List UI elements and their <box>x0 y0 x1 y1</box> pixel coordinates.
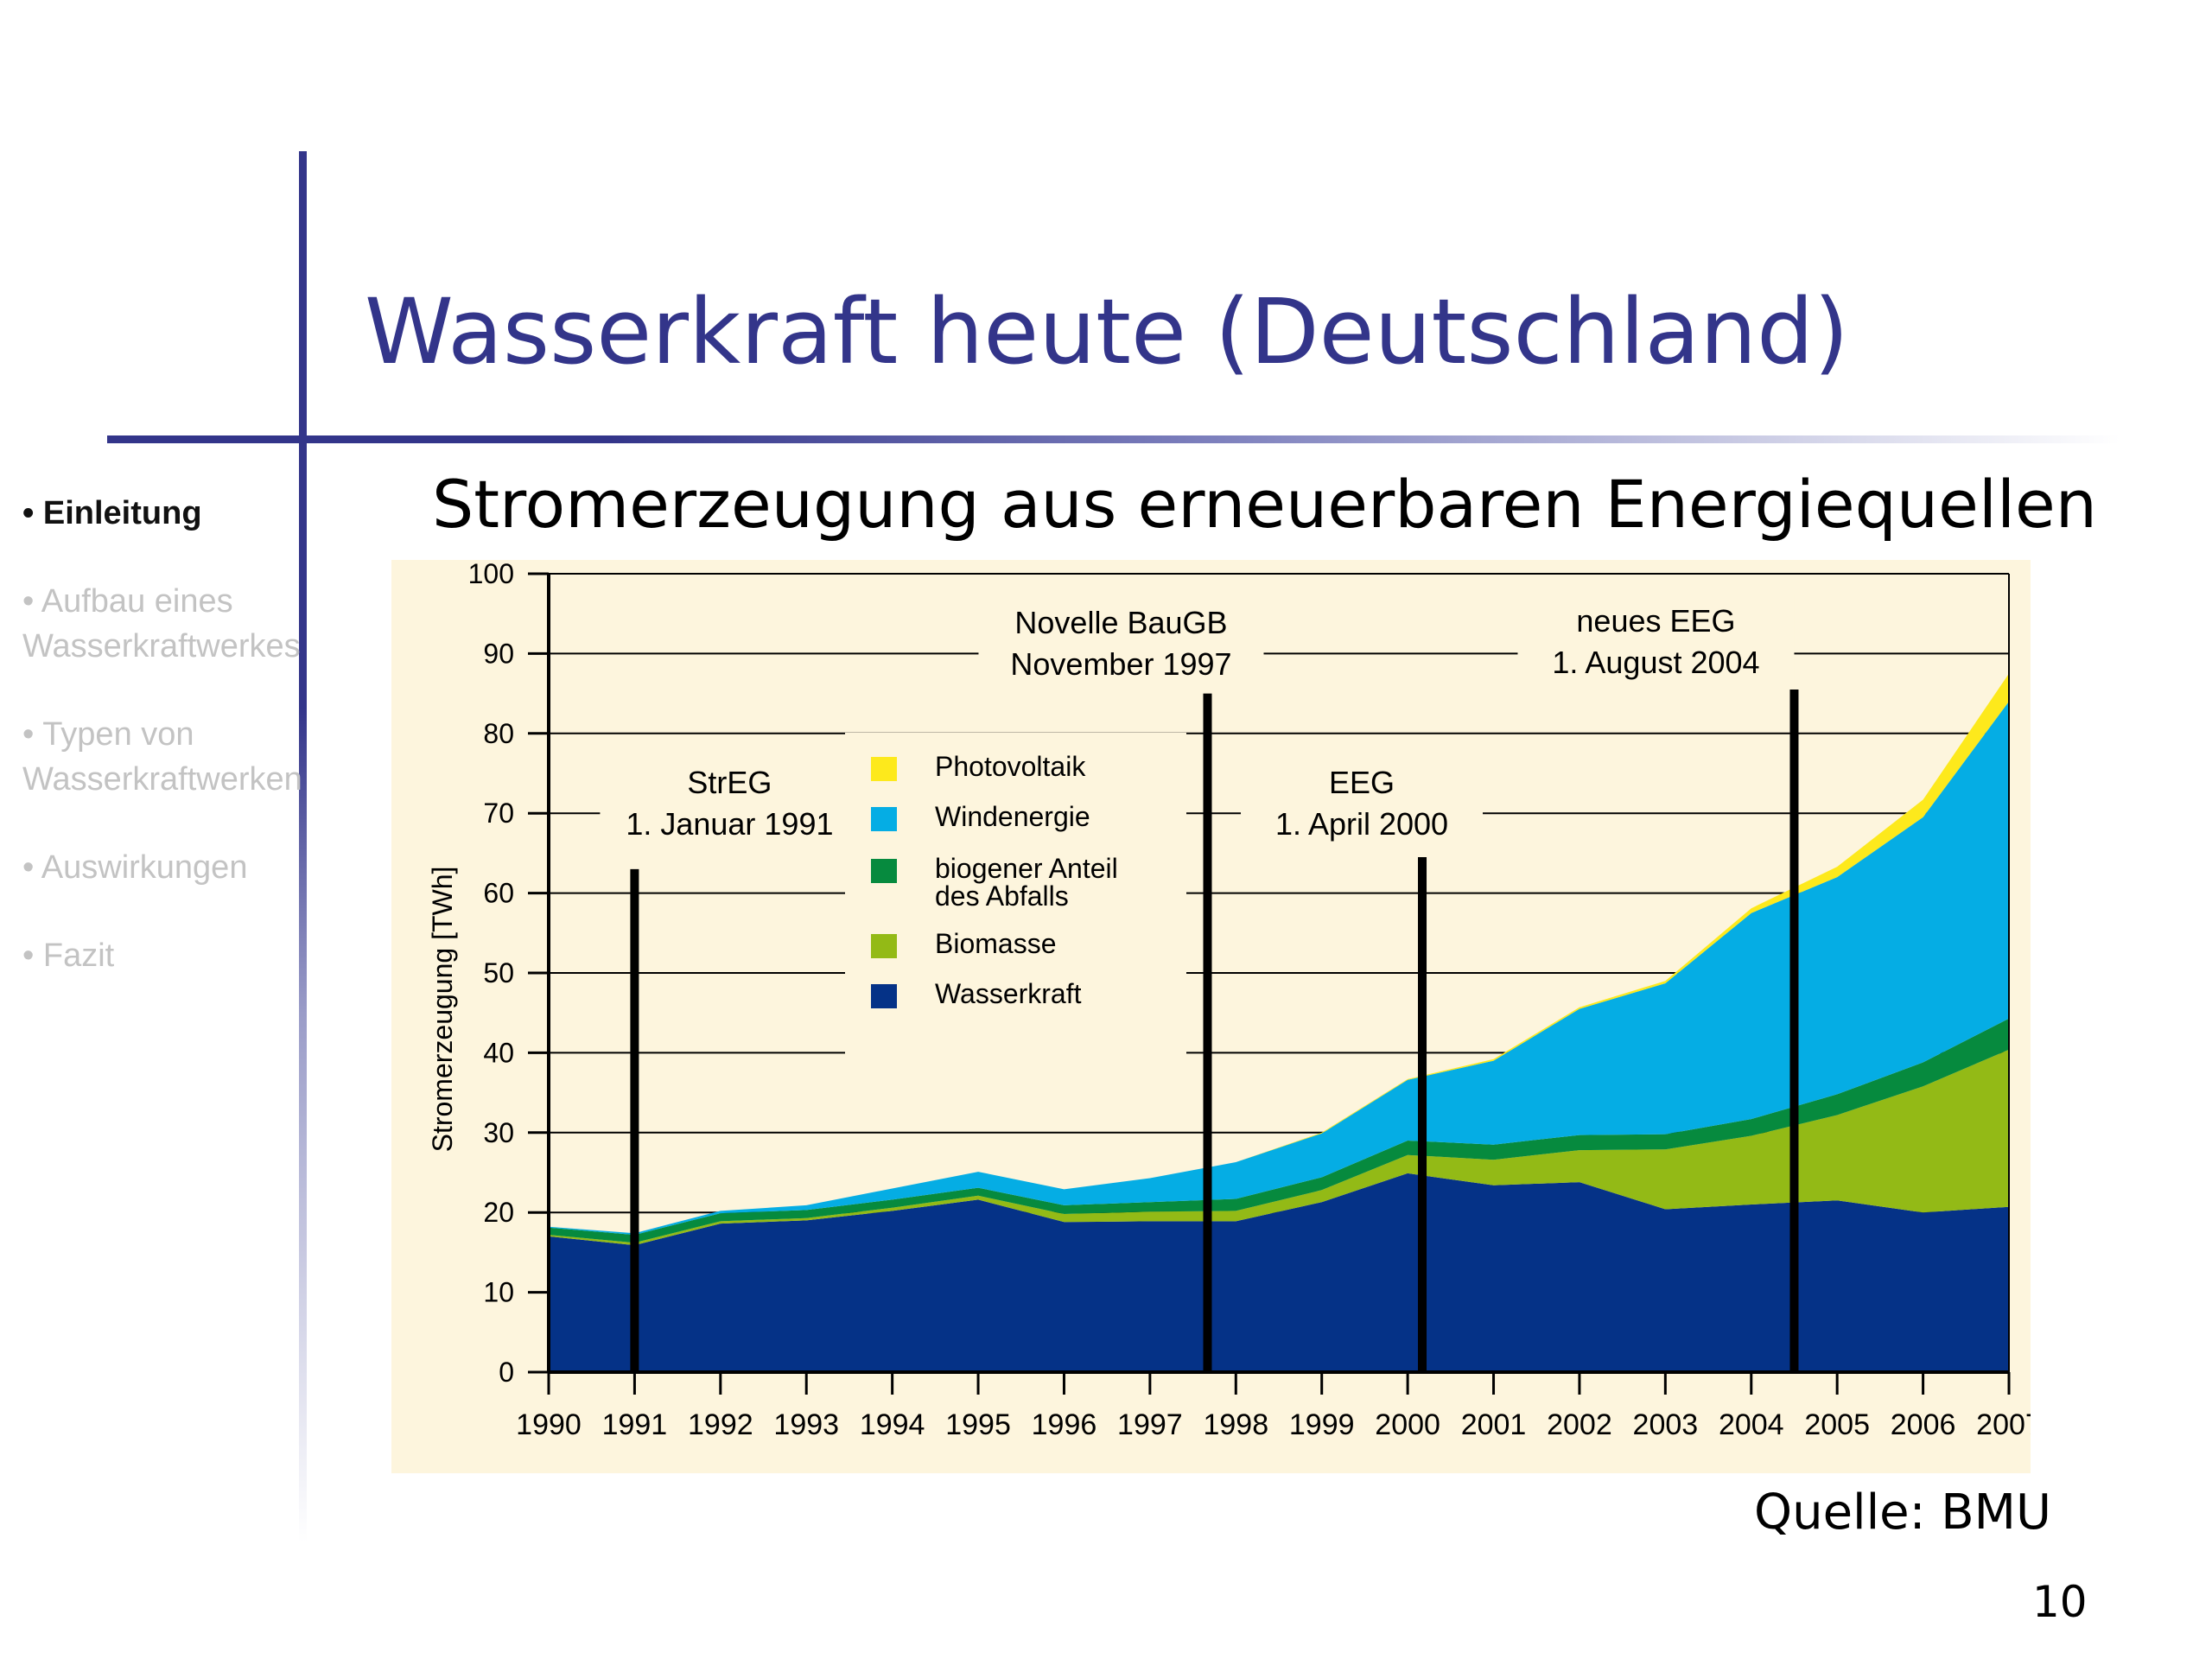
x-tick-label: 2007 <box>1976 1408 2031 1441</box>
x-tick-label: 2006 <box>1891 1408 1956 1441</box>
nav-label: Auswirkungen <box>41 849 248 886</box>
x-tick-label: 2005 <box>1804 1408 1870 1441</box>
stacked-areas <box>549 673 2009 1372</box>
nav-bullet: • <box>22 938 43 974</box>
source-note: Quelle: BMU <box>1754 1484 2051 1541</box>
annotation-label: EEG <box>1329 765 1395 800</box>
area-wasserkraft <box>549 1173 2009 1372</box>
annotation-label: StrEG <box>687 765 772 800</box>
annotation-label: neues EEG <box>1576 603 1735 639</box>
annotation-label: 1. Januar 1991 <box>626 806 833 842</box>
legend-label: Photovoltaik <box>935 751 1086 782</box>
y-tick-label: 90 <box>483 638 514 669</box>
x-tick-label: 2002 <box>1547 1408 1612 1441</box>
legend: Photovoltaik Windenergie biogener Anteilde… <box>845 733 1186 1061</box>
nav-item-4[interactable]: • Fazit <box>22 933 308 978</box>
legend-swatch <box>871 859 897 883</box>
annotation-backdrop <box>1241 755 1484 850</box>
y-axis-label: Stromerzeugung [TWh] <box>427 867 458 1153</box>
x-tick-label: 1998 <box>1203 1408 1268 1441</box>
legend-swatch <box>871 984 897 1008</box>
nav-label: Typen von Wasserkraftwerken <box>22 716 302 798</box>
x-tick-label: 1994 <box>860 1408 925 1441</box>
legend-swatch <box>871 807 897 831</box>
page-number: 10 <box>2032 1577 2088 1627</box>
nav-label: Einleitung <box>42 495 202 531</box>
y-tick-label: 100 <box>468 560 514 589</box>
axes: 0 10 20 30 40 50 60 70 80 90 100 1990 1991 1992 1993 19… <box>468 560 2031 1441</box>
annotation-backdrop <box>600 755 860 850</box>
y-tick-label: 70 <box>483 798 514 829</box>
annotation-label: November 1997 <box>1010 646 1231 682</box>
x-tick-label: 2000 <box>1375 1408 1440 1441</box>
legend-swatch <box>871 757 897 781</box>
area-biogener-anteil-des-abfalls <box>549 1018 2009 1243</box>
slide-horizontal-rule <box>107 435 2120 443</box>
slide-title: Wasserkraft heute (Deutschland) <box>365 279 1849 385</box>
legend-label: biogener Anteil <box>935 853 1118 884</box>
legend-label: des Abfalls <box>935 880 1069 912</box>
y-tick-label: 20 <box>483 1197 514 1228</box>
x-tick-label: 2001 <box>1461 1408 1527 1441</box>
renewable-electricity-chart: 0 10 20 30 40 50 60 70 80 90 100 1990 1991 1992 1993 19… <box>391 560 2031 1473</box>
nav-item-1[interactable]: • Aufbau eines Wasserkraftwerkes <box>22 579 308 669</box>
nav-bullet: • <box>22 716 43 753</box>
nav-bullet: • <box>22 583 41 620</box>
y-tick-label: 30 <box>483 1117 514 1148</box>
annotation-label: 1. August 2004 <box>1552 645 1759 680</box>
legend-backdrop <box>845 733 1186 1061</box>
annotation-backdrop <box>978 595 1264 690</box>
area-biomasse <box>549 1049 2009 1246</box>
x-tick-label: 1995 <box>945 1408 1011 1441</box>
y-tick-label: 0 <box>499 1357 514 1388</box>
x-tick-label: 1990 <box>516 1408 582 1441</box>
x-tick-label: 2004 <box>1719 1408 1784 1441</box>
legend-swatch <box>871 934 897 958</box>
area-windenergie <box>549 701 2009 1236</box>
legend-label: Wasserkraft <box>935 978 1082 1009</box>
nav-bullet: • <box>22 495 43 531</box>
annotation-label: 1. April 2000 <box>1275 806 1448 842</box>
y-tick-label: 40 <box>483 1037 514 1068</box>
x-tick-label: 1991 <box>602 1408 668 1441</box>
chart-title: Stromerzeugung aus erneuerbaren Energieq… <box>432 466 2097 543</box>
x-tick-label: 1996 <box>1032 1408 1097 1441</box>
policy-annotations: StrEG 1. Januar 1991 Novelle BauGB November… <box>600 594 1799 1372</box>
legend-label: Windenergie <box>935 801 1090 832</box>
nav-item-3[interactable]: • Auswirkungen <box>22 845 308 890</box>
section-nav: • Einleitung • Aufbau eines Wasserkraftwe… <box>22 491 308 1021</box>
nav-item-0[interactable]: • Einleitung <box>22 491 308 536</box>
slide-vertical-rule <box>299 151 307 1542</box>
x-tick-label: 1993 <box>773 1408 839 1441</box>
y-tick-label: 80 <box>483 718 514 749</box>
annotation-backdrop <box>1517 594 1795 689</box>
chart-container: 0 10 20 30 40 50 60 70 80 90 100 1990 1991 1992 1993 19… <box>391 560 2031 1473</box>
y-tick-label: 60 <box>483 878 514 909</box>
x-tick-label: 2003 <box>1633 1408 1699 1441</box>
nav-label: Aufbau eines Wasserkraftwerkes <box>22 583 301 664</box>
y-tick-label: 50 <box>483 957 514 988</box>
nav-label: Fazit <box>42 938 115 974</box>
nav-item-2[interactable]: • Typen von Wasserkraftwerken <box>22 712 308 802</box>
x-tick-label: 1999 <box>1289 1408 1355 1441</box>
y-tick-label: 10 <box>483 1277 514 1308</box>
x-tick-label: 1997 <box>1117 1408 1183 1441</box>
x-tick-label: 1992 <box>688 1408 753 1441</box>
annotation-label: Novelle BauGB <box>1014 605 1227 640</box>
legend-label: Biomasse <box>935 928 1057 959</box>
nav-bullet: • <box>22 849 41 886</box>
